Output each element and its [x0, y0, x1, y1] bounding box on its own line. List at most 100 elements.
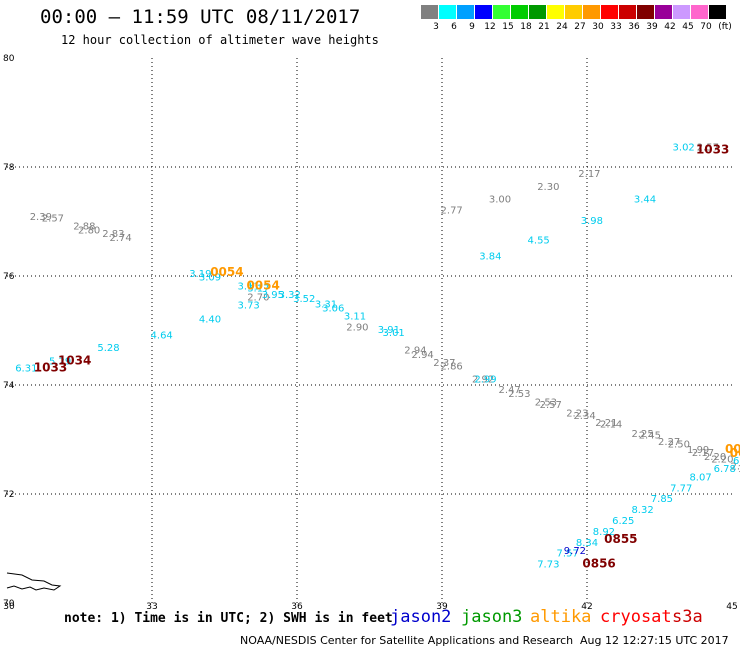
legend-label: 39	[646, 22, 658, 32]
wave-height-label: 2.80	[78, 225, 100, 236]
legend-swatch	[529, 5, 546, 19]
wave-height-label: 2.17	[692, 448, 714, 459]
wave-height-label: 2.57	[42, 214, 64, 225]
legend-label: 36	[628, 22, 640, 32]
wave-height-label: 1033	[696, 142, 729, 156]
legend-swatch	[439, 5, 456, 19]
wave-height-label: 2.21	[595, 418, 617, 429]
satellite-name-jason2: jason2	[390, 607, 452, 627]
map-title: 00:00 – 11:59 UTC 08/11/2017	[40, 6, 361, 28]
satellite-name-s3a: s3a	[672, 607, 703, 627]
coastline	[6, 572, 62, 591]
wave-height-label: 3.09	[199, 272, 221, 283]
footer-timestamp: Aug 12 12:27:15 UTC 2017	[580, 634, 729, 647]
legend-swatch	[547, 5, 564, 19]
legend-label: 24	[556, 22, 568, 32]
y-tick-label: 74	[3, 381, 15, 391]
wave-height-label: 3.44	[634, 194, 656, 205]
wave-height-label: 3.95	[262, 290, 284, 301]
wave-height-label: 2.34	[573, 411, 595, 422]
wave-height-map: 30 33 36 39 42 457072747678802.392.572.882.80…	[3, 54, 740, 610]
legend-swatch	[691, 5, 708, 19]
wave-height-label: 2.70	[247, 293, 269, 304]
wave-height-label: 2.39	[30, 212, 52, 223]
legend-label: 18	[520, 22, 532, 32]
wave-height-label: 2.25	[631, 429, 653, 440]
wave-height-label: 0054	[246, 279, 279, 293]
wave-height-label: 2.77	[441, 205, 463, 216]
legend-label: 70	[700, 22, 712, 32]
wave-height-label: 3.11	[238, 282, 260, 293]
y-tick-label: 72	[3, 490, 14, 500]
wave-height-label: 2.17	[578, 169, 600, 180]
wave-height-label: 1034	[58, 353, 91, 367]
satellite-name-jason3: jason3	[461, 607, 523, 627]
wave-height-label: 2.88	[73, 222, 95, 233]
legend-swatch	[619, 5, 636, 19]
legend-swatch	[493, 5, 510, 19]
legend-swatch	[421, 5, 438, 19]
wave-height-label: 2.30	[537, 182, 559, 193]
wave-height-label: 1033	[34, 360, 67, 374]
legend-label: 33	[610, 22, 622, 32]
wave-height-label: 0855	[604, 532, 637, 546]
x-tick-label: 45	[726, 602, 737, 610]
wave-height-label: 3.32	[279, 290, 301, 301]
legend-label: 27	[574, 22, 586, 32]
satellite-name-altika: altika	[530, 607, 592, 627]
wave-height-label: 8.07	[689, 472, 711, 483]
wave-height-label: 6.78	[714, 464, 736, 475]
y-tick-label: 80	[3, 54, 15, 64]
wave-height-label: 7.77	[670, 483, 692, 494]
legend-swatch	[673, 5, 690, 19]
wave-height-label: 2.92	[472, 374, 494, 385]
legend-swatch	[475, 5, 492, 19]
wave-height-label: 0856	[582, 557, 615, 571]
wave-height-label: 3.17	[247, 283, 269, 294]
wave-height-label: 3.06	[322, 303, 344, 314]
wave-height-label: 0053	[730, 446, 740, 460]
wave-height-label: 3.02	[673, 143, 695, 154]
wave-height-label: 4.40	[199, 314, 221, 325]
wave-height-label: 3.52	[293, 294, 315, 305]
wave-height-label: 0054	[210, 265, 243, 279]
wave-height-label: 1.99	[687, 445, 709, 456]
legend-swatch	[637, 5, 654, 19]
legend-swatch	[601, 5, 618, 19]
wave-height-label: 3.01	[383, 328, 405, 339]
legend-label: 45	[682, 22, 694, 32]
wave-height-label: 2.53	[508, 389, 530, 400]
wave-height-label: 3.00	[489, 194, 511, 205]
legend-swatch	[655, 5, 672, 19]
legend-swatch	[565, 5, 582, 19]
wave-height-label: 6.58	[733, 456, 740, 467]
y-tick-label: 70	[3, 599, 15, 609]
legend-swatch	[511, 5, 528, 19]
x-tick-label: 33	[146, 602, 157, 610]
legend-label: 15	[502, 22, 514, 32]
wave-height-label: 4.55	[528, 235, 550, 246]
wave-height-label: 2.20	[711, 454, 733, 465]
wave-height-label: 3.11	[344, 312, 366, 323]
satellite-name-cryosat: cryosat	[600, 607, 672, 627]
legend-unit: (ft)	[718, 22, 732, 32]
wave-height-label: 3.73	[238, 301, 260, 312]
wave-height-label: 3.19	[189, 269, 211, 280]
wave-height-label: 5.29	[49, 356, 71, 367]
x-tick-label: 39	[436, 602, 448, 610]
wave-height-label: 2.57	[540, 400, 562, 411]
units-note: note: 1) Time is in UTC; 2) SWH is in fe…	[64, 611, 393, 626]
legend-label: 21	[538, 22, 550, 32]
legend-swatch	[709, 5, 726, 19]
x-tick-label: 30	[3, 602, 15, 610]
legend-label: 30	[592, 22, 604, 32]
wave-height-label: 2.47	[499, 385, 521, 396]
wave-height-label: 2.86	[441, 362, 463, 373]
wave-height-label: 3.91	[378, 325, 400, 336]
wave-height-label: 5.28	[97, 343, 119, 354]
wave-height-label: 2.27	[658, 437, 680, 448]
wave-height-label: 6.25	[612, 516, 634, 527]
wave-height-label: 8.92	[593, 527, 615, 538]
wave-height-label: 2.14	[600, 420, 622, 431]
wave-height-label: 2.53	[535, 398, 557, 409]
